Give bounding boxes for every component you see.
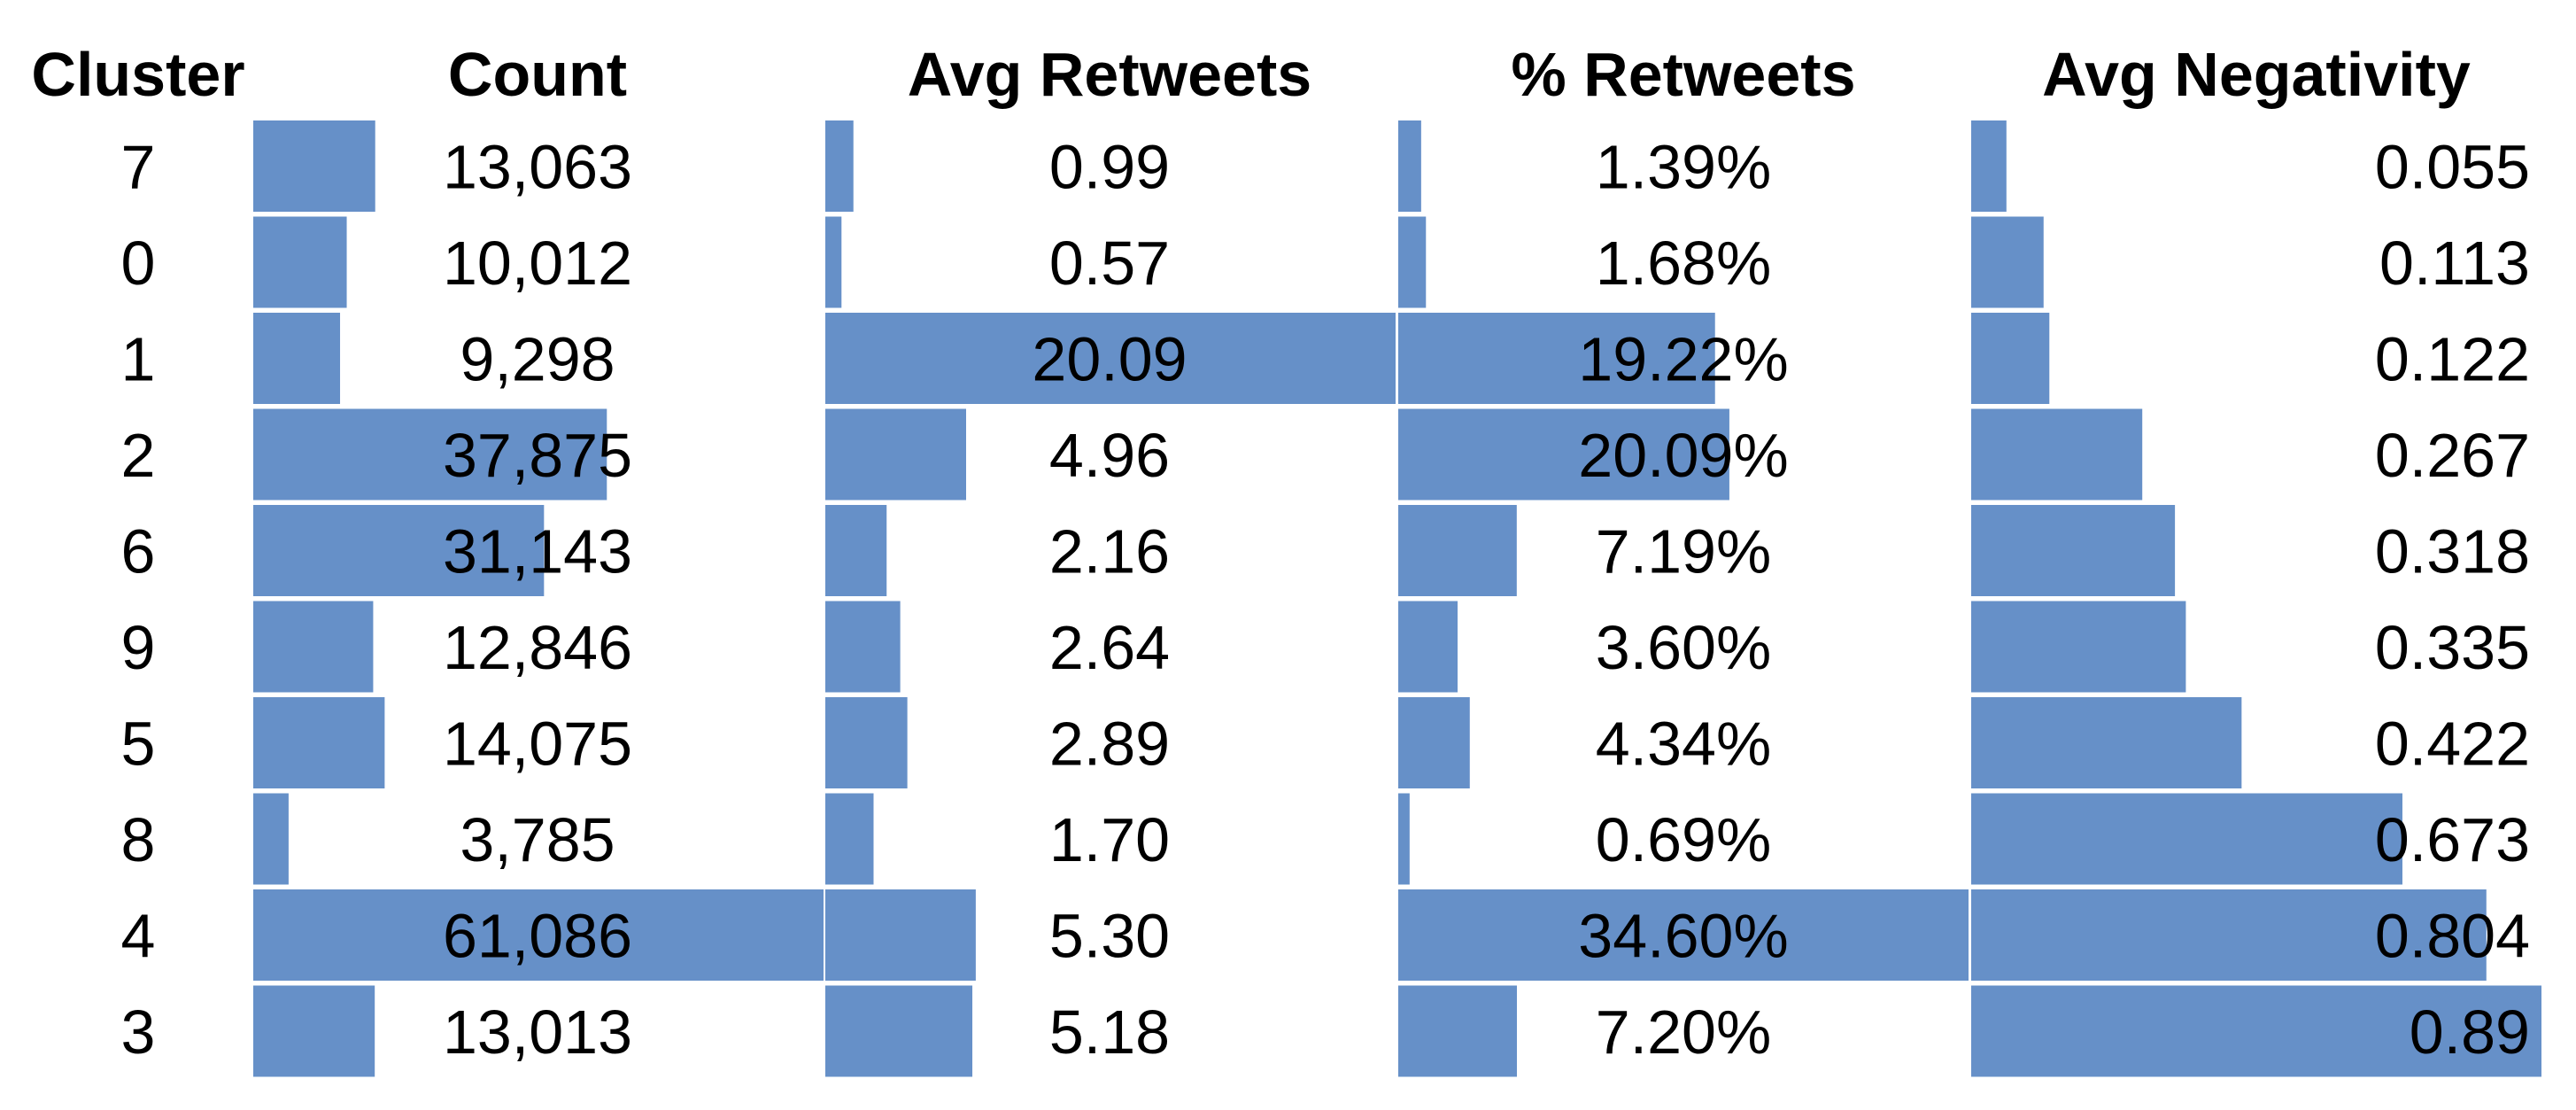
avg-retweets-bar bbox=[825, 697, 908, 788]
avg-retweets-bar bbox=[825, 601, 901, 693]
avg-negativity-value: 0.673 bbox=[2375, 805, 2530, 874]
pct-retweets-value: 3.60% bbox=[1596, 613, 1771, 682]
count-bar bbox=[253, 889, 824, 981]
cluster-label: 3 bbox=[121, 997, 156, 1067]
avg-retweets-bar bbox=[825, 120, 854, 212]
cluster-label: 7 bbox=[121, 133, 156, 202]
pct-retweets-value: 1.39% bbox=[1596, 133, 1771, 202]
count-value: 9,298 bbox=[460, 325, 615, 394]
header-count: Count bbox=[448, 40, 627, 109]
count-bar bbox=[253, 216, 347, 308]
avg-negativity-value: 0.122 bbox=[2375, 325, 2530, 394]
cluster-label: 8 bbox=[121, 805, 156, 874]
header-cluster: Cluster bbox=[31, 40, 244, 109]
avg-retweets-value: 5.18 bbox=[1049, 997, 1170, 1067]
avg-negativity-value: 0.422 bbox=[2375, 710, 2530, 779]
pct-retweets-bar bbox=[1398, 601, 1458, 693]
avg-retweets-value: 2.89 bbox=[1049, 710, 1170, 779]
pct-retweets-bar bbox=[1398, 505, 1517, 596]
count-bar bbox=[253, 505, 545, 596]
count-value: 3,785 bbox=[460, 805, 615, 874]
avg-retweets-bar bbox=[825, 985, 973, 1077]
count-bar bbox=[253, 313, 341, 404]
pct-retweets-value: 7.20% bbox=[1596, 997, 1771, 1067]
avg-negativity-value: 0.055 bbox=[2375, 133, 2530, 202]
avg-negativity-value: 0.113 bbox=[2379, 229, 2530, 298]
avg-negativity-bar bbox=[1971, 313, 2050, 404]
avg-retweets-bar bbox=[825, 889, 976, 981]
pct-retweets-value: 34.60% bbox=[1578, 902, 1788, 971]
avg-retweets-value: 2.16 bbox=[1049, 517, 1170, 586]
count-bar bbox=[253, 985, 375, 1077]
count-value: 14,075 bbox=[443, 710, 632, 779]
avg-negativity-value: 0.89 bbox=[2410, 997, 2530, 1067]
avg-retweets-value: 2.64 bbox=[1049, 613, 1170, 682]
avg-retweets-value: 0.57 bbox=[1049, 229, 1170, 298]
avg-negativity-value: 0.335 bbox=[2375, 613, 2530, 682]
pct-retweets-bar bbox=[1398, 889, 1969, 981]
avg-retweets-value: 20.09 bbox=[1032, 325, 1187, 394]
header-pct-retweets: % Retweets bbox=[1511, 40, 1855, 109]
avg-negativity-bar bbox=[1971, 889, 2487, 981]
pct-retweets-bar bbox=[1398, 120, 1421, 212]
pct-retweets-value: 19.22% bbox=[1578, 325, 1788, 394]
avg-negativity-bar bbox=[1971, 697, 2242, 788]
avg-retweets-bar bbox=[825, 216, 842, 308]
header-avg-retweets: Avg Retweets bbox=[908, 40, 1311, 109]
cluster-label: 9 bbox=[121, 613, 156, 682]
count-bar bbox=[253, 601, 374, 693]
avg-negativity-bar bbox=[1971, 601, 2186, 693]
cluster-label: 1 bbox=[121, 325, 156, 394]
count-value: 37,875 bbox=[443, 421, 632, 490]
pct-retweets-value: 20.09% bbox=[1578, 421, 1788, 490]
pct-retweets-bar bbox=[1398, 697, 1470, 788]
pct-retweets-bar bbox=[1398, 216, 1427, 308]
pct-retweets-value: 7.19% bbox=[1596, 517, 1771, 586]
avg-negativity-value: 0.267 bbox=[2375, 421, 2530, 490]
count-value: 13,063 bbox=[443, 133, 632, 202]
header-avg-negativity: Avg Negativity bbox=[2042, 40, 2471, 109]
pct-retweets-bar bbox=[1398, 793, 1410, 885]
avg-retweets-bar bbox=[825, 313, 1396, 404]
avg-negativity-bar bbox=[1971, 408, 2143, 501]
cluster-label: 6 bbox=[121, 517, 156, 586]
count-value: 10,012 bbox=[443, 229, 632, 298]
avg-negativity-bar bbox=[1971, 505, 2176, 596]
avg-retweets-bar bbox=[825, 505, 887, 596]
avg-retweets-value: 4.96 bbox=[1049, 421, 1170, 490]
avg-retweets-bar bbox=[825, 793, 874, 885]
pct-retweets-value: 1.68% bbox=[1596, 229, 1771, 298]
avg-negativity-bar bbox=[1971, 793, 2402, 885]
count-bar bbox=[253, 408, 607, 501]
pct-retweets-value: 4.34% bbox=[1596, 710, 1771, 779]
pct-retweets-value: 0.69% bbox=[1596, 805, 1771, 874]
cluster-label: 2 bbox=[121, 421, 156, 490]
count-value: 12,846 bbox=[443, 613, 632, 682]
avg-negativity-bar bbox=[1971, 120, 2007, 212]
cluster-label: 5 bbox=[121, 710, 156, 779]
count-bar bbox=[253, 697, 385, 788]
avg-retweets-bar bbox=[825, 408, 966, 501]
count-bar bbox=[253, 120, 375, 212]
cluster-label: 4 bbox=[121, 902, 156, 971]
count-bar bbox=[253, 793, 289, 885]
avg-negativity-value: 0.804 bbox=[2375, 902, 2530, 971]
pct-retweets-bar bbox=[1398, 408, 1729, 501]
avg-retweets-value: 0.99 bbox=[1049, 133, 1170, 202]
count-value: 31,143 bbox=[443, 517, 632, 586]
avg-negativity-bar bbox=[1971, 985, 2541, 1077]
pct-retweets-bar bbox=[1398, 313, 1715, 404]
count-value: 61,086 bbox=[443, 902, 632, 971]
avg-retweets-value: 1.70 bbox=[1049, 805, 1170, 874]
pct-retweets-bar bbox=[1398, 985, 1518, 1077]
count-value: 13,013 bbox=[443, 997, 632, 1067]
avg-retweets-value: 5.30 bbox=[1049, 902, 1170, 971]
avg-negativity-value: 0.318 bbox=[2375, 517, 2530, 586]
avg-negativity-bar bbox=[1971, 216, 2044, 308]
cluster-label: 0 bbox=[121, 229, 156, 298]
